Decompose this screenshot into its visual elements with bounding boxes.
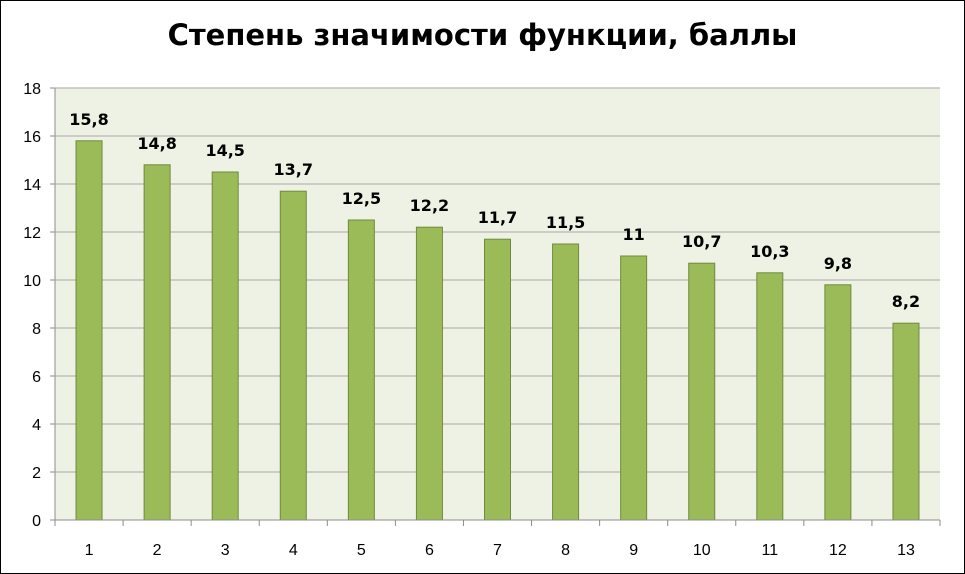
x-tick-label-5: 5 <box>357 542 366 559</box>
data-label-1: 15,8 <box>69 110 108 129</box>
chart-title: Степень значимости функции, баллы <box>167 18 798 52</box>
bar-12 <box>824 284 852 521</box>
y-tick-label: 10 <box>23 273 41 290</box>
data-label-9: 11 <box>623 225 645 244</box>
data-label-4: 13,7 <box>274 160 313 179</box>
bar-3 <box>211 171 239 521</box>
bar-13 <box>892 322 920 521</box>
y-tick-label: 16 <box>23 129 41 146</box>
y-tick-label: 12 <box>23 225 41 242</box>
data-label-5: 12,5 <box>342 189 381 208</box>
data-label-11: 10,3 <box>750 242 789 261</box>
y-tick-label: 0 <box>32 513 41 530</box>
x-tick-label-2: 2 <box>153 542 162 559</box>
bar-1 <box>75 140 103 521</box>
data-label-8: 11,5 <box>546 213 585 232</box>
bar-9 <box>620 255 648 521</box>
x-tick-label-8: 8 <box>561 542 570 559</box>
data-label-7: 11,7 <box>478 208 517 227</box>
x-tick-label-4: 4 <box>289 542 298 559</box>
y-tick-label: 6 <box>32 369 41 386</box>
x-tick-label-11: 11 <box>762 542 779 559</box>
bar-7 <box>484 238 511 521</box>
y-tick-label: 4 <box>32 417 41 434</box>
x-tick-label-6: 6 <box>425 542 434 559</box>
y-tick-label: 18 <box>23 81 41 98</box>
y-tick-label: 8 <box>32 321 41 338</box>
data-label-3: 14,5 <box>205 141 244 160</box>
bar-8 <box>552 243 580 521</box>
y-tick-label: 2 <box>32 465 41 482</box>
data-label-10: 10,7 <box>682 232 721 251</box>
bar-2 <box>143 164 171 521</box>
bar-11 <box>756 272 784 521</box>
x-tick-label-13: 13 <box>897 542 915 559</box>
x-tick-label-3: 3 <box>221 542 230 559</box>
bar-5 <box>347 219 375 521</box>
bar-6 <box>415 226 443 521</box>
x-tick-label-1: 1 <box>85 542 94 559</box>
x-tick-label-10: 10 <box>693 542 711 559</box>
y-tick-label: 14 <box>23 177 41 194</box>
data-label-2: 14,8 <box>137 134 176 153</box>
x-tick-label-7: 7 <box>493 542 502 559</box>
data-label-6: 12,2 <box>410 196 449 215</box>
data-label-13: 8,2 <box>892 292 920 311</box>
data-label-12: 9,8 <box>824 254 852 273</box>
x-tick-label-9: 9 <box>629 542 638 559</box>
bar-10 <box>688 262 716 521</box>
x-tick-label-12: 12 <box>829 542 847 559</box>
bar-4 <box>279 190 307 521</box>
